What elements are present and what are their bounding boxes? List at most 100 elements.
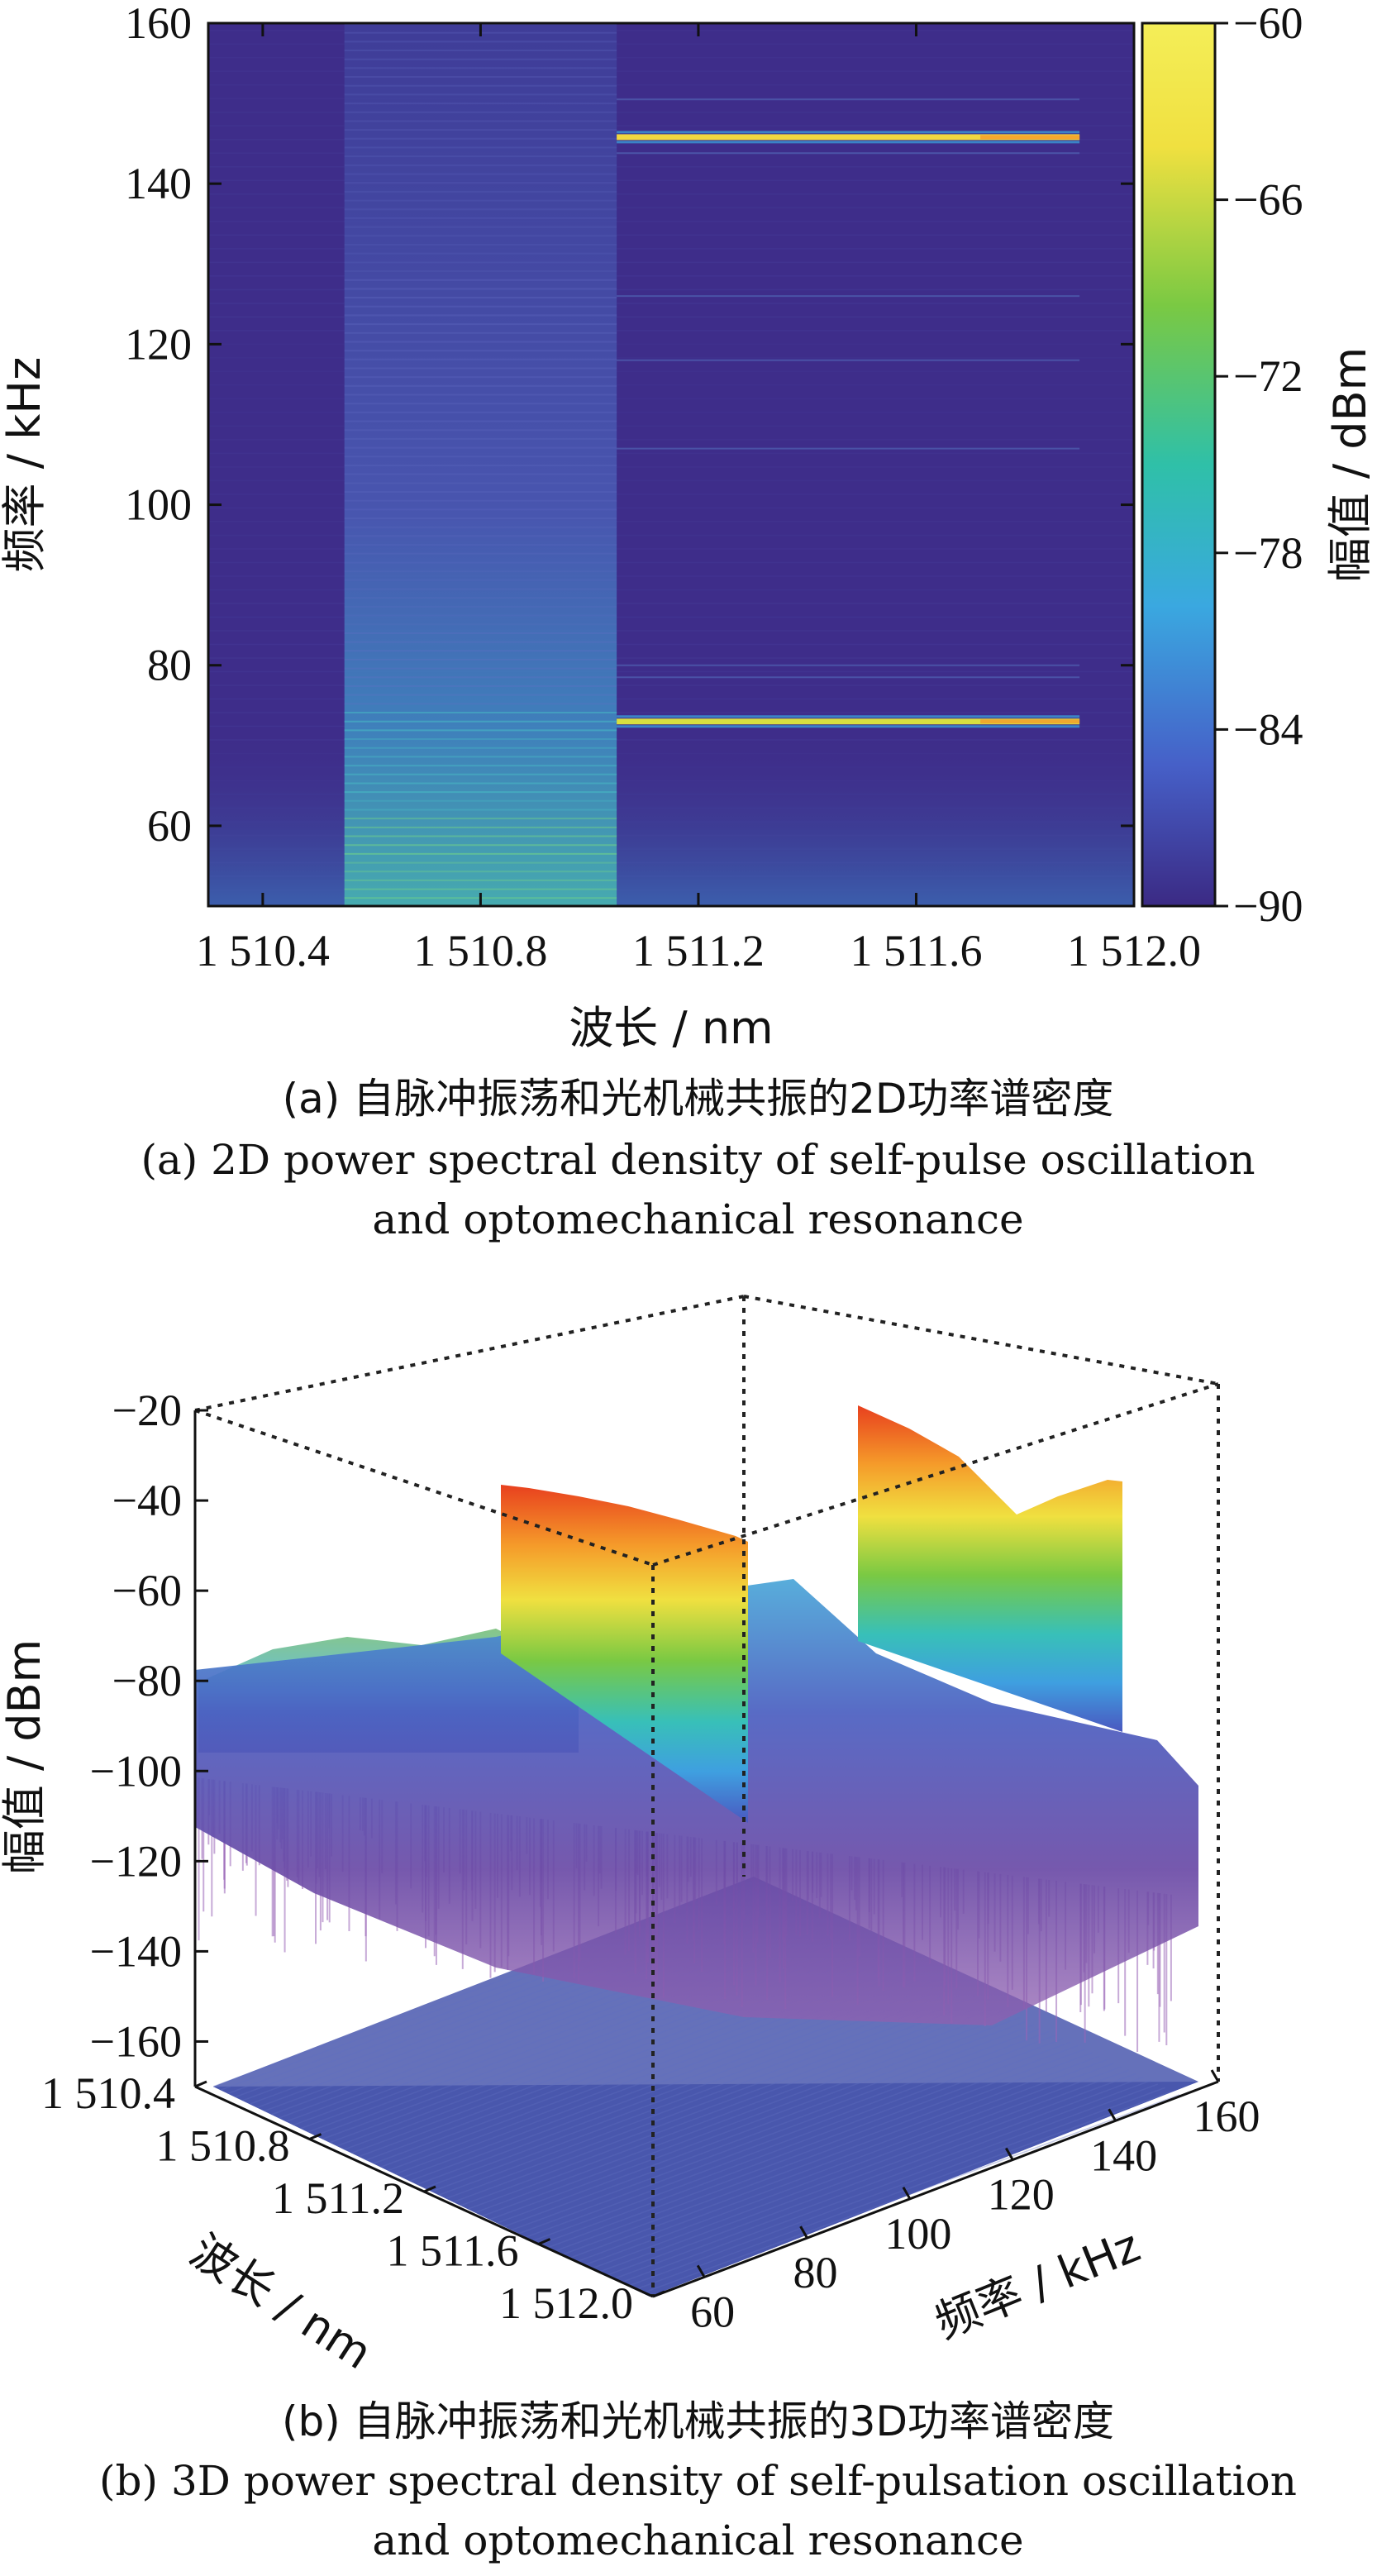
z-tick-label: −140 [90,1926,182,1976]
z-tick-label: −60 [112,1566,182,1615]
x3-tick-label: 1 512.0 [499,2278,633,2328]
x3-tick-label: 1 511.2 [272,2173,404,2223]
floor-texture-line [620,2083,1159,2283]
x3-tick-mark [308,2133,322,2140]
floor-texture-line [503,2027,1042,2228]
y3-tick-label: 160 [1194,2092,1260,2141]
colorbar-tick-label: −72 [1233,351,1303,401]
heatmap-x-axis-label: 波长 / nm [569,1002,773,1054]
floor-texture-line [627,2087,1165,2287]
resonance-lines [617,98,1080,728]
x3-tick-label: 1 511.6 [387,2226,519,2276]
y3-tick-mark [1004,2147,1014,2161]
x-tick-label: 1 511.6 [850,926,982,976]
floor-texture-line [612,2080,1151,2280]
floor-texture-line [474,2013,1013,2214]
y3-tick-mark [902,2187,912,2200]
y-tick-label: 140 [125,159,192,208]
floor-texture-line [584,2066,1122,2266]
z-tick-label: −20 [112,1386,182,1435]
y3-tick-mark [1108,2108,1117,2122]
heatmap-y-ticks: 60 80 100 120 140 160 [125,0,1134,851]
floor-texture-line [605,2076,1144,2277]
surface-y-axis-label: 频率 / kHz [927,2220,1146,2349]
y3-tick-mark [1210,2069,1220,2082]
y3-tick-label: 120 [988,2170,1055,2220]
panel-a-caption-en-1: (a) 2D power spectral density of self-pu… [141,1136,1255,1184]
y3-tick-mark [696,2264,706,2278]
floor-texture-line [445,1999,984,2200]
y-tick-label: 120 [125,319,192,369]
floor-texture-line [496,2024,1035,2224]
floor-texture-line [438,1996,977,2196]
floor-texture-line [460,2006,998,2206]
panel-b-surface: −20−40−60−80−100−120−140−160 1 510.41 51… [0,1295,1260,2380]
floor-texture-line [641,2094,1180,2294]
y-tick-label: 100 [125,480,192,530]
x-tick-label: 1 511.2 [632,926,765,976]
x3-tick-label: 1 510.4 [41,2068,175,2118]
surface-x-axis-label: 波长 / nm [181,2225,381,2380]
floor-texture-line [555,2052,1093,2252]
panel-b-caption-en-1: (b) 3D power spectral density of self-pu… [99,2457,1297,2505]
floor-texture-line [526,2038,1064,2238]
floor-texture-line [489,2020,1027,2221]
surface-bounding-box [194,1295,1220,2297]
x3-tick-mark [194,2080,207,2088]
panel-a-heatmap: 1 510.4 1 510.8 1 511.2 1 511.6 1 512.0 60 80… [0,0,1376,1054]
y3-tick-label: 140 [1090,2130,1157,2180]
colorbar-tick-label: −84 [1233,704,1303,754]
floor-texture-line [431,1992,970,2192]
heatmap-y-axis-label: 频率 / kHz [0,357,50,573]
y3-tick-mark [799,2225,808,2239]
y-tick-label: 80 [147,641,192,690]
z-tick-label: −40 [112,1476,182,1525]
floor-texture-line [423,1989,962,2189]
y-tick-label: 160 [125,0,192,48]
floor-texture-line [576,2062,1115,2263]
floor-texture-line [467,2010,1006,2210]
colorbar-tick-label: −60 [1233,0,1303,48]
panel-a-caption-en-2: and optomechanical resonance [372,1195,1024,1243]
x3-tick-label: 1 510.8 [156,2121,290,2171]
x-tick-label: 1 510.8 [413,926,547,976]
floor-texture-line [591,2069,1129,2269]
floor-texture-line [482,2016,1020,2217]
colorbar [1141,21,1217,908]
colorbar-tick-label: −66 [1233,175,1303,225]
floor-texture-line [511,2030,1050,2231]
x3-tick-mark [423,2185,436,2193]
colorbar-tick-label: −78 [1233,528,1303,578]
surface-y-axis [652,2080,1219,2298]
x3-tick-mark [537,2238,551,2245]
z-tick-label: −120 [90,1836,182,1886]
resonance-peak-73khz [501,1485,748,1823]
x-tick-label: 1 512.0 [1067,926,1201,976]
surface-y-ticks: 60 80 100 120 140 160 [690,2069,1260,2336]
floor-texture-line [532,2041,1071,2241]
floor-texture-line [598,2073,1136,2273]
surface-noise-band [195,1579,1198,2025]
self-pulse-region-texture [344,22,617,899]
surface-x-ticks: 1 510.41 510.81 511.21 511.61 512.0 [41,2068,665,2328]
colorbar-label: 幅值 / dBm [1324,347,1376,582]
surface-z-axis-label: 幅值 / dBm [0,1639,50,1874]
heatmap-frame [207,21,1136,908]
surface-z-ticks: −20 −40 −60 −80 −100 −120 −140 −160 [90,1386,208,2066]
floor-texture-line [562,2055,1100,2255]
y3-tick-label: 60 [690,2287,735,2336]
floor-texture-line [540,2044,1079,2245]
colorbar-tick-label: −90 [1233,881,1303,931]
x3-tick-mark [652,2290,665,2298]
y3-tick-label: 100 [884,2209,951,2259]
self-pulse-region [344,23,617,906]
heatmap-x-ticks: 1 510.4 1 510.8 1 511.2 1 511.6 1 512.0 [196,23,1201,976]
panel-b-caption-zh: (b) 自脉冲振荡和光机械共振的3D功率谱密度 [282,2397,1114,2445]
floor-texture-line [569,2058,1108,2259]
panel-b-caption-en-2: and optomechanical resonance [372,2516,1024,2564]
y-tick-label: 60 [147,801,192,851]
z-tick-label: −100 [90,1746,182,1796]
y3-tick-label: 80 [793,2248,838,2297]
z-tick-label: −80 [112,1656,182,1705]
